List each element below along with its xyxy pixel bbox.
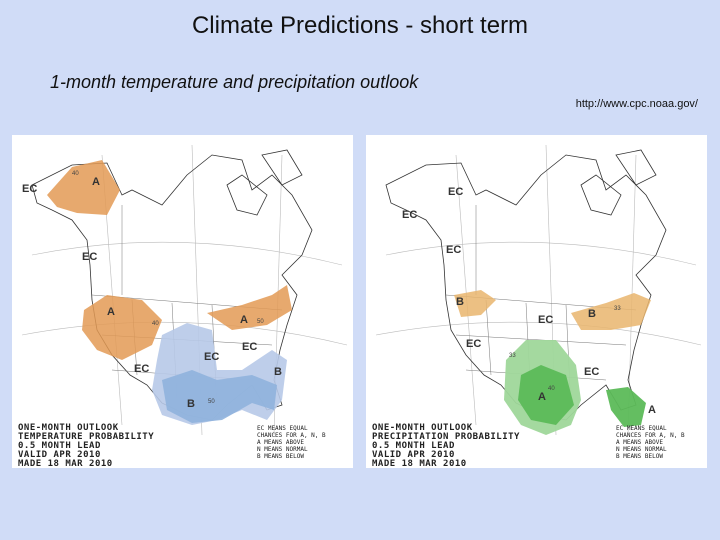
legend-line: PRECIPITATION PROBABILITY bbox=[372, 432, 520, 442]
legend-line: MADE 18 MAR 2010 bbox=[18, 459, 113, 468]
key-line: EC MEANS EQUAL bbox=[257, 425, 308, 432]
label-a-alaska: A bbox=[92, 176, 100, 188]
precipitation-key: EC MEANS EQUAL CHANCES FOR A, N, B A MEA… bbox=[616, 425, 685, 460]
key-line: EC MEANS EQUAL bbox=[616, 425, 667, 432]
label-a-west: A bbox=[107, 306, 115, 318]
key-line: N MEANS NORMAL bbox=[616, 446, 667, 453]
label-ec-nw: EC bbox=[82, 251, 97, 263]
legend-line: 0.5 MONTH LEAD bbox=[18, 441, 101, 451]
precipitation-legend: ONE-MONTH OUTLOOK PRECIPITATION PROBABIL… bbox=[372, 423, 520, 468]
legend-line: VALID APR 2010 bbox=[18, 450, 101, 460]
nw-below-region bbox=[454, 290, 496, 317]
key-line: A MEANS ABOVE bbox=[257, 439, 304, 446]
legend-line: MADE 18 MAR 2010 bbox=[372, 459, 467, 468]
key-line: B MEANS BELOW bbox=[616, 453, 663, 460]
source-url: http://www.cpc.noaa.gov/ bbox=[575, 98, 698, 110]
contour-label: 33 bbox=[614, 306, 621, 312]
legend-line: ONE-MONTH OUTLOOK bbox=[18, 423, 119, 433]
southeast-above-region bbox=[606, 387, 646, 427]
legend-line: TEMPERATURE PROBABILITY bbox=[18, 432, 154, 442]
temperature-legend: ONE-MONTH OUTLOOK TEMPERATURE PROBABILIT… bbox=[18, 423, 154, 468]
south-below-inner bbox=[162, 370, 277, 423]
key-line: B MEANS BELOW bbox=[257, 453, 304, 460]
label-ec-center: EC bbox=[538, 314, 553, 326]
precipitation-map-svg: EC EC EC B EC EC B A EC A 33 40 33 ONE-M… bbox=[372, 144, 702, 468]
slide-subtitle: 1-month temperature and precipitation ou… bbox=[50, 72, 419, 92]
precipitation-outlook-map: EC EC EC B EC EC B A EC A 33 40 33 ONE-M… bbox=[366, 135, 707, 468]
contour-label: 40 bbox=[72, 171, 79, 177]
contour-label: 50 bbox=[208, 399, 215, 405]
coastline bbox=[385, 149, 667, 421]
label-ec-west: EC bbox=[466, 338, 481, 350]
temperature-map-svg: EC EC A A A EC EC EC B B 40 40 50 50 ONE… bbox=[18, 144, 348, 468]
key-line: N MEANS NORMAL bbox=[257, 446, 308, 453]
label-ec-center: EC bbox=[204, 351, 219, 363]
legend-line: ONE-MONTH OUTLOOK bbox=[372, 423, 473, 433]
label-ec-north: EC bbox=[448, 186, 463, 198]
alaska-above-region bbox=[47, 160, 120, 215]
below-temperature-regions bbox=[152, 323, 287, 425]
temperature-outlook-map: EC EC A A A EC EC EC B B 40 40 50 50 ONE… bbox=[12, 135, 353, 468]
label-b-nw: B bbox=[456, 296, 464, 308]
temperature-key: EC MEANS EQUAL CHANCES FOR A, N, B A MEA… bbox=[257, 425, 326, 460]
label-b-lakes: B bbox=[588, 308, 596, 320]
slide-title: Climate Predictions - short term bbox=[191, 12, 529, 39]
legend-line: VALID APR 2010 bbox=[372, 450, 455, 460]
west-above-region bbox=[82, 295, 162, 360]
legend-line: 0.5 MONTH LEAD bbox=[372, 441, 455, 451]
key-line: A MEANS ABOVE bbox=[616, 439, 663, 446]
key-line: CHANCES FOR A, N, B bbox=[616, 432, 685, 439]
label-a-lakes: A bbox=[240, 314, 248, 326]
south-above-inner bbox=[518, 365, 574, 425]
label-ec-se: EC bbox=[584, 366, 599, 378]
contour-label: 40 bbox=[152, 321, 159, 327]
above-temperature-regions bbox=[47, 160, 292, 360]
contour-label: 33 bbox=[509, 353, 516, 359]
contour-label: 40 bbox=[548, 386, 555, 392]
label-ec-east: EC bbox=[242, 341, 257, 353]
lakes-below-region bbox=[571, 293, 651, 330]
contour-label: 50 bbox=[257, 319, 264, 325]
key-line: CHANCES FOR A, N, B bbox=[257, 432, 326, 439]
label-ec-pac: EC bbox=[446, 244, 461, 256]
label-ec-west: EC bbox=[22, 183, 37, 195]
label-ec-nw: EC bbox=[402, 209, 417, 221]
label-a-south: A bbox=[538, 391, 546, 403]
label-b-east: B bbox=[274, 366, 282, 378]
label-b-south: B bbox=[187, 398, 195, 410]
below-precipitation-regions bbox=[454, 290, 651, 330]
above-precipitation-regions bbox=[504, 340, 646, 435]
label-ec-plains: EC bbox=[134, 363, 149, 375]
label-a-east: A bbox=[648, 404, 656, 416]
great-lakes-above-region bbox=[207, 285, 292, 330]
